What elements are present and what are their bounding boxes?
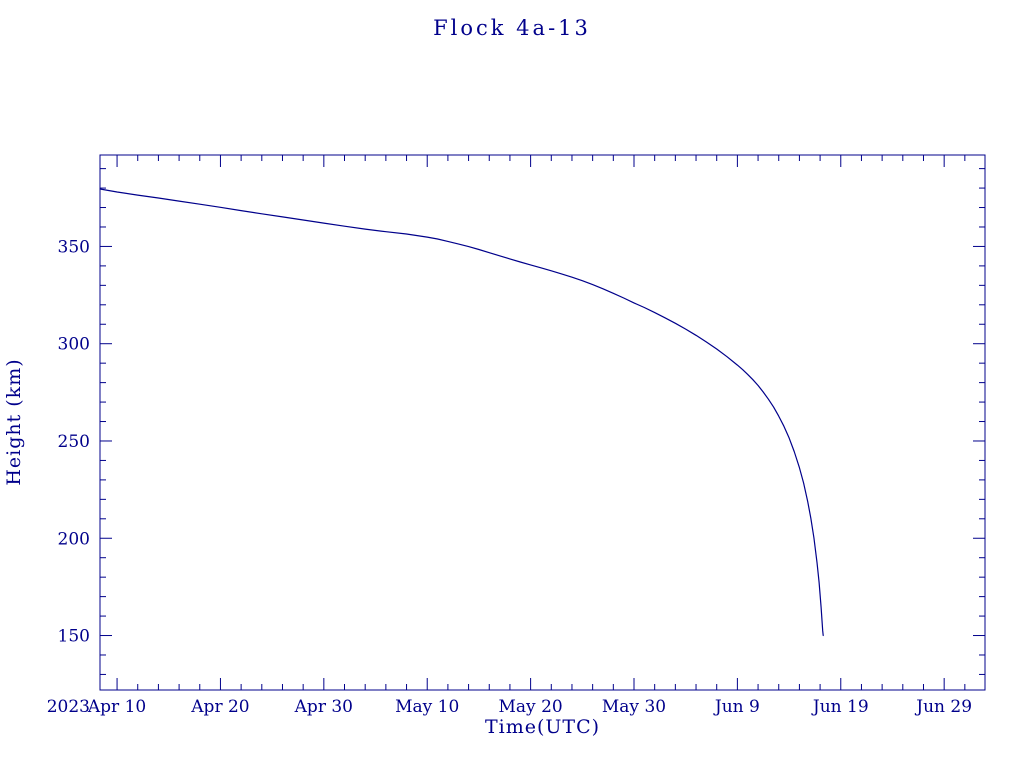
x-tick-label: Apr 30 — [294, 697, 353, 717]
height-decay-curve — [99, 188, 824, 637]
y-axis-label: Height (km) — [3, 358, 25, 486]
x-tick-label: May 30 — [602, 697, 666, 717]
x-tick-label: May 10 — [395, 697, 459, 717]
x-tick-label: Jun 19 — [811, 697, 869, 717]
y-tick-label: 350 — [58, 237, 90, 257]
y-tick-label: 250 — [58, 432, 90, 452]
year-label: 2023 — [47, 697, 90, 717]
x-axis-label: Time(UTC) — [484, 716, 601, 738]
x-tick-label: May 20 — [499, 697, 563, 717]
x-tick-label: Jun 29 — [914, 697, 972, 717]
y-tick-label: 200 — [58, 529, 90, 549]
x-tick-label: Apr 10 — [87, 697, 146, 717]
y-tick-label: 150 — [58, 627, 90, 647]
chart-title: Flock 4a-13 — [433, 16, 591, 40]
x-tick-label: Jun 9 — [713, 697, 760, 717]
x-tick-label: Apr 20 — [190, 697, 249, 717]
y-tick-label: 300 — [58, 335, 90, 355]
plot-frame — [99, 154, 986, 691]
